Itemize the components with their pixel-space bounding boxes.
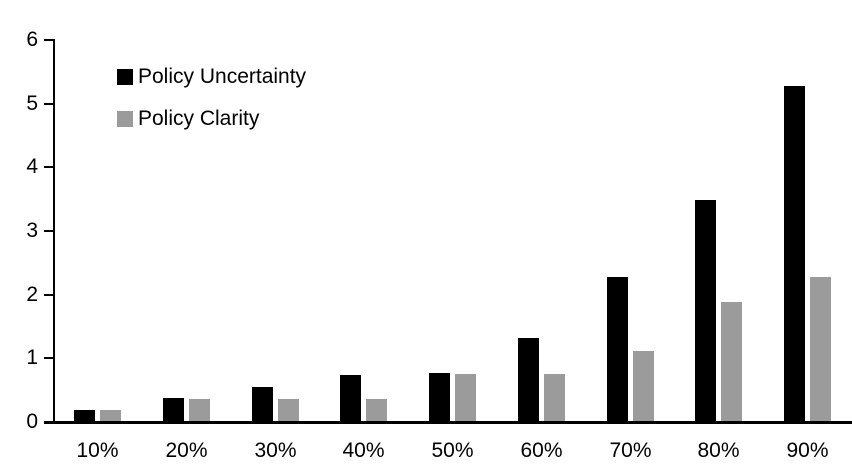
y-axis-tick: [44, 166, 55, 168]
bar-policy-uncertainty-20%: [163, 398, 184, 423]
bar-policy-clarity-40%: [366, 399, 387, 423]
bar-policy-clarity-90%: [810, 277, 831, 423]
y-axis-tick: [44, 103, 55, 105]
legend-item-policy-clarity: Policy Clarity: [117, 107, 306, 130]
x-axis-category-label: 40%: [342, 439, 385, 462]
legend-item-policy-uncertainty: Policy Uncertainty: [117, 65, 307, 88]
legend: Policy Uncertainty Policy Clarity: [117, 65, 307, 130]
bar-policy-clarity-70%: [633, 351, 654, 423]
plot-area: [53, 41, 852, 423]
y-axis-tick: [44, 421, 55, 423]
y-axis-tick: [44, 357, 55, 359]
bar-policy-clarity-50%: [455, 374, 476, 423]
bar-policy-uncertainty-90%: [784, 86, 805, 423]
y-axis-tick: [44, 294, 55, 296]
x-axis-line: [44, 421, 852, 424]
x-axis-category-label: 60%: [520, 439, 563, 462]
y-axis-tick-label: 2: [26, 283, 38, 306]
x-axis-category-label: 30%: [254, 439, 297, 462]
y-axis-tick-label: 1: [26, 346, 38, 369]
bar-policy-clarity-10%: [100, 410, 121, 423]
y-axis-tick-label: 6: [26, 28, 38, 51]
bar-policy-uncertainty-60%: [518, 338, 539, 423]
y-axis-tick-label: 4: [26, 155, 38, 178]
bar-policy-clarity-30%: [278, 399, 299, 423]
x-axis-category-label: 70%: [609, 439, 652, 462]
y-axis-tick-label: 5: [26, 92, 38, 115]
x-axis-category-label: 80%: [697, 439, 740, 462]
bar-policy-clarity-80%: [721, 302, 742, 423]
bar-policy-uncertainty-50%: [429, 373, 450, 423]
y-axis-line: [53, 41, 55, 423]
bar-policy-uncertainty-10%: [74, 410, 95, 423]
bar-policy-uncertainty-70%: [607, 277, 628, 423]
y-axis-tick-label: 0: [26, 410, 38, 433]
legend-swatch-icon: [117, 110, 133, 127]
bar-policy-clarity-20%: [189, 399, 210, 423]
x-axis-category-label: 20%: [165, 439, 208, 462]
x-axis-category-label: 50%: [431, 439, 474, 462]
x-axis-category-label: 90%: [786, 439, 829, 462]
bar-policy-uncertainty-40%: [340, 375, 361, 423]
legend-label: Policy Clarity: [138, 107, 260, 130]
x-axis-category-label: 10%: [76, 439, 119, 462]
legend-swatch-icon: [117, 68, 133, 85]
legend-label: Policy Uncertainty: [138, 65, 307, 88]
y-axis-tick-label: 3: [26, 219, 38, 242]
bar-policy-uncertainty-30%: [252, 387, 273, 423]
bar-policy-clarity-60%: [544, 374, 565, 423]
bar-policy-uncertainty-80%: [695, 200, 716, 423]
y-axis-tick: [44, 230, 55, 232]
y-axis-tick: [44, 39, 55, 41]
